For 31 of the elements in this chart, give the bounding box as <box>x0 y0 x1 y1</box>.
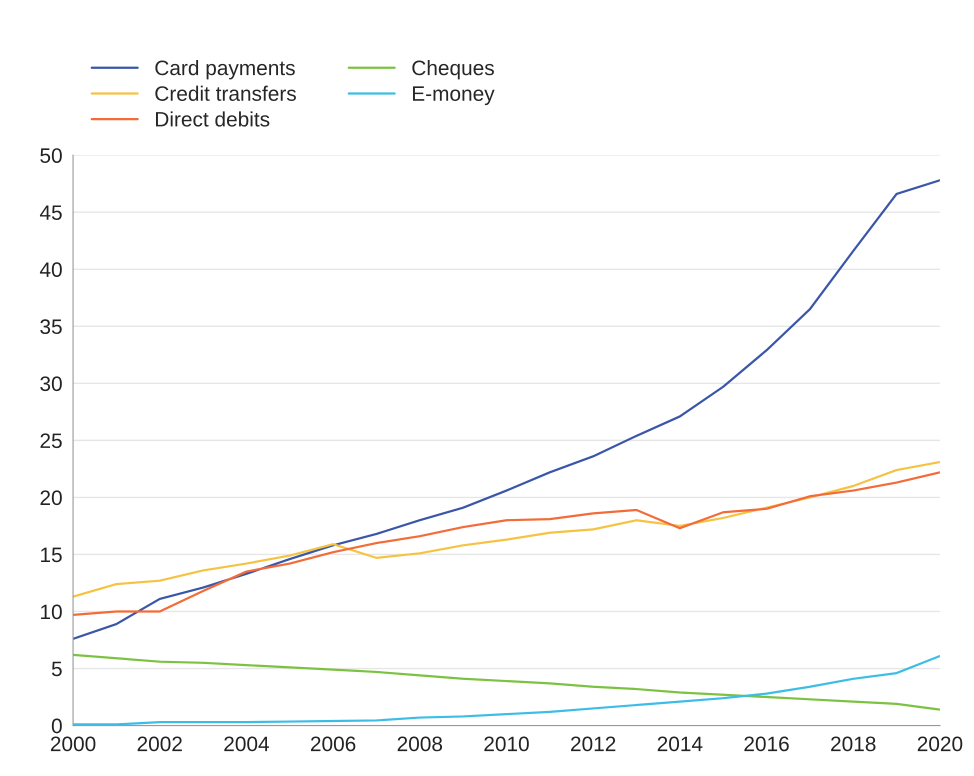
x-tick-label: 2006 <box>310 736 356 752</box>
x-tick-label: 2008 <box>398 736 442 752</box>
x-tick-label: 2016 <box>744 736 789 752</box>
legend-label: E-money <box>412 86 495 106</box>
x-tick-label: 2010 <box>484 736 529 752</box>
line-series <box>73 471 940 616</box>
legend-label: Credit transfers <box>155 86 296 101</box>
y-tick-label: 35 <box>40 319 62 334</box>
y-tick-label: 50 <box>40 148 62 163</box>
x-tick-label: 2012 <box>571 736 616 752</box>
legend-label: Card payments <box>155 60 295 80</box>
legend-label: Direct debits <box>156 111 270 127</box>
line-series <box>73 460 940 598</box>
y-tick-label: 45 <box>40 205 62 220</box>
x-tick-label: 2018 <box>831 736 876 752</box>
y-tick-label: 10 <box>41 604 62 620</box>
y-tick-label: 0 <box>52 718 62 734</box>
y-tick-label: 40 <box>40 262 62 278</box>
y-tick-label: 25 <box>40 433 62 448</box>
y-tick-label: 30 <box>40 376 62 392</box>
x-tick-label: 2002 <box>138 736 182 752</box>
y-tick-label: 20 <box>40 490 62 506</box>
legend-label: Cheques <box>412 60 494 80</box>
line-series <box>73 179 940 640</box>
line-series <box>73 654 940 711</box>
x-tick-label: 2014 <box>658 736 702 752</box>
y-tick-label: 15 <box>41 548 62 562</box>
x-tick-label: 2004 <box>224 736 269 752</box>
x-tick-label: 2000 <box>50 736 96 752</box>
y-tick-label: 5 <box>52 662 62 676</box>
x-tick-label: 2020 <box>918 736 962 752</box>
